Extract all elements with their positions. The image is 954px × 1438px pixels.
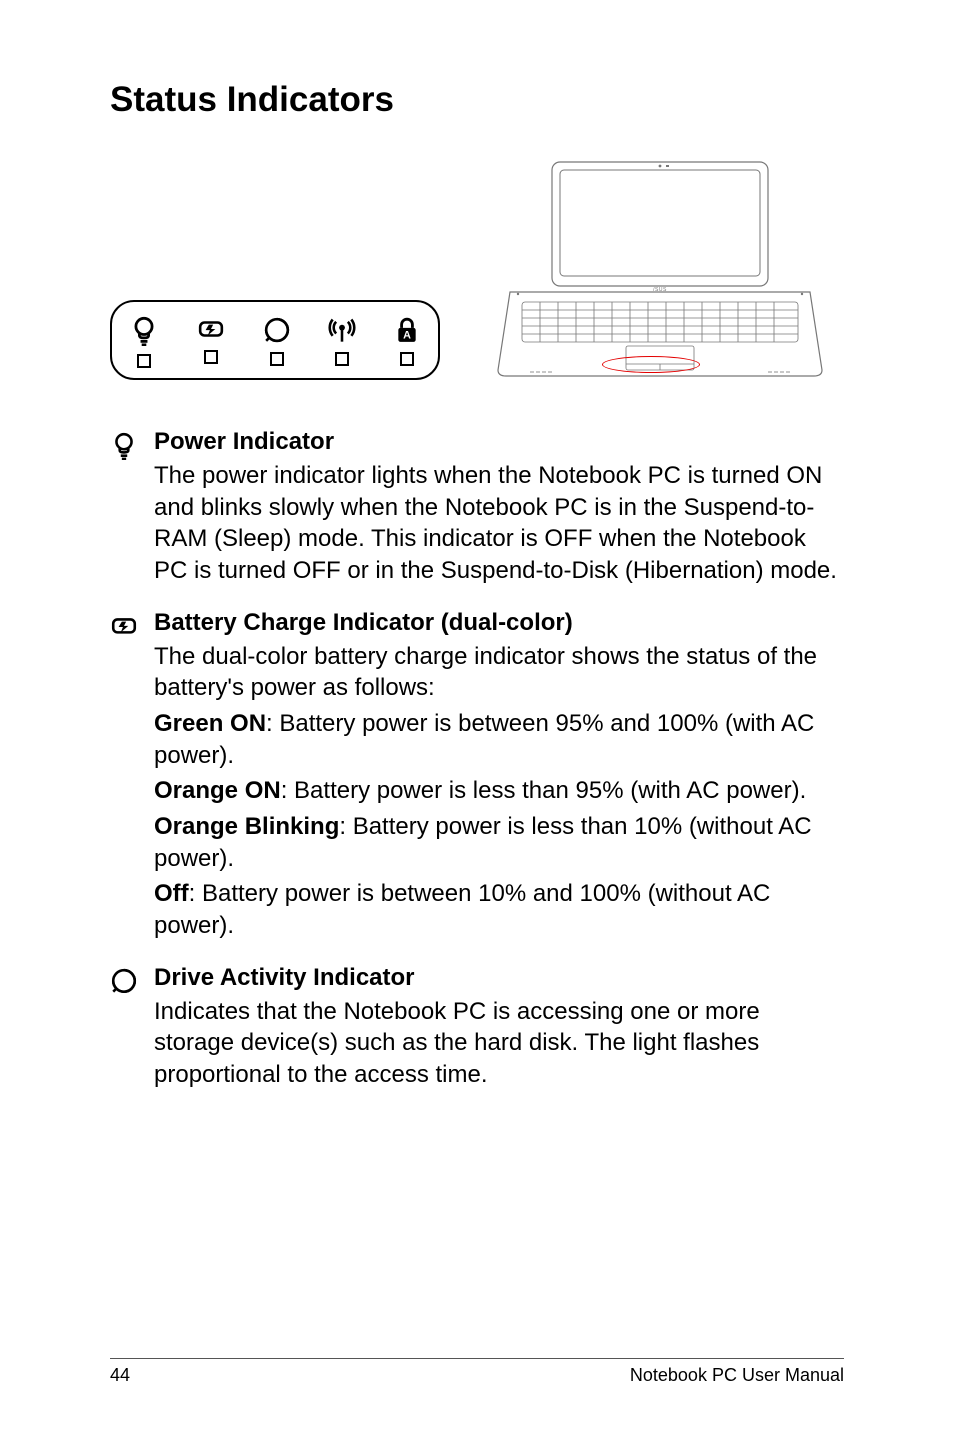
section-entry: Battery Charge Indicator (dual-color) The… (110, 609, 844, 946)
section-paragraph: The power indicator lights when the Note… (154, 460, 844, 587)
section-title: Power Indicator (154, 428, 844, 456)
led-square (137, 354, 151, 368)
highlight-oval (602, 356, 700, 373)
figure-row: /SUS (110, 160, 844, 380)
footer-label: Notebook PC User Manual (630, 1365, 844, 1386)
section-paragraph: Orange Blinking: Battery power is less t… (154, 811, 844, 874)
led-square (400, 352, 414, 366)
section-title: Drive Activity Indicator (154, 964, 844, 992)
section-paragraph: Indicates that the Notebook PC is access… (154, 996, 844, 1091)
battery-icon (110, 609, 138, 946)
indicator-panel (110, 300, 440, 380)
led-square (204, 350, 218, 364)
wireless-icon (327, 316, 357, 344)
drive-icon (110, 964, 138, 1095)
section-title: Battery Charge Indicator (dual-color) (154, 609, 844, 637)
section-entry: Power Indicator The power indicator light… (110, 428, 844, 591)
power-icon (110, 428, 138, 591)
battery-icon (195, 316, 227, 342)
page-footer: 44 Notebook PC User Manual (110, 1358, 844, 1386)
section-paragraph: The dual-color battery charge indicator … (154, 641, 844, 704)
svg-text:/SUS: /SUS (653, 287, 667, 293)
section-paragraph: Green ON: Battery power is between 95% a… (154, 708, 844, 771)
led-square (335, 352, 349, 366)
drive-icon (264, 316, 290, 344)
section-body: Battery Charge Indicator (dual-color) The… (154, 609, 844, 946)
laptop-figure: /SUS (490, 160, 830, 380)
section-entry: Drive Activity Indicator Indicates that t… (110, 964, 844, 1095)
section-body: Power Indicator The power indicator light… (154, 428, 844, 591)
section-paragraph: Off: Battery power is between 10% and 10… (154, 878, 844, 941)
led-square (270, 352, 284, 366)
section-paragraph: Orange ON: Battery power is less than 95… (154, 775, 844, 807)
caps-lock-icon (394, 316, 420, 344)
page-number: 44 (110, 1365, 130, 1386)
power-icon (130, 316, 158, 346)
page-heading: Status Indicators (110, 80, 844, 120)
section-body: Drive Activity Indicator Indicates that t… (154, 964, 844, 1095)
